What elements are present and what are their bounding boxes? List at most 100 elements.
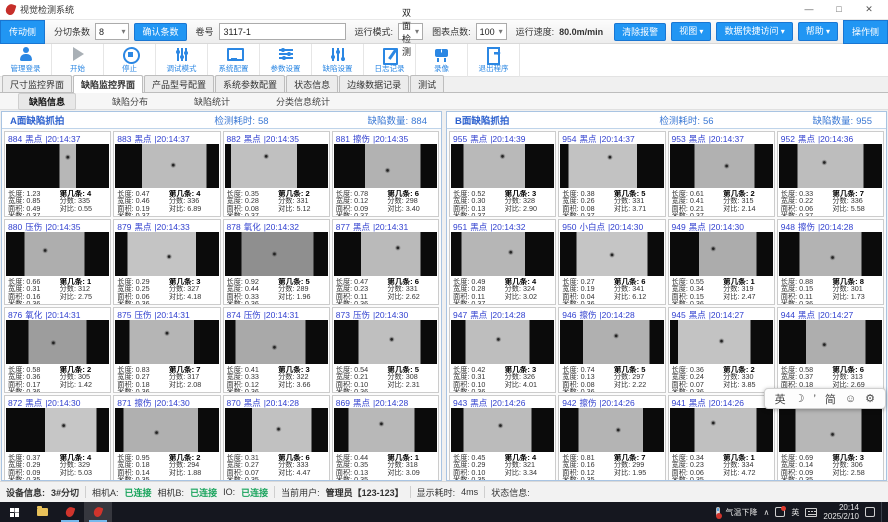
toolbar-button[interactable]: 系统配置 [208, 43, 260, 77]
defect-cell[interactable]: 882 黑点 |20:14:35 长度: 0.35 宽度: 0.28 面积: 0.0… [222, 131, 330, 217]
toolbar-button[interactable]: 停止 [104, 43, 156, 77]
defect-image[interactable] [333, 320, 437, 364]
ime-moon-icon[interactable]: ☽ [794, 393, 805, 405]
chart-points-select[interactable]: 100 [475, 23, 507, 40]
drive-side-button[interactable]: 传动侧 [0, 19, 46, 44]
defect-cell[interactable]: 884 黑点 |20:14:37 长度: 1.23 宽度: 0.85 面积: 0.4… [4, 131, 112, 217]
action-center-icon[interactable] [865, 507, 875, 517]
taskbar-clock[interactable]: 20:14 2025/2/10 [823, 503, 859, 521]
ime-simplified-toggle[interactable]: 简 [824, 393, 836, 406]
defect-cell[interactable]: 941 黑点 |20:14:26 长度: 0.34 宽度: 0.23 面积: 0.0… [667, 395, 775, 480]
defect-cell[interactable]: 947 黑点 |20:14:28 长度: 0.42 宽度: 0.31 面积: 0.1… [449, 307, 557, 393]
defect-cell[interactable]: 883 黑点 |20:14:37 长度: 0.47 宽度: 0.46 面积: 0.1… [113, 131, 221, 217]
defect-image[interactable] [6, 144, 110, 188]
defect-image[interactable] [560, 232, 664, 276]
defect-cell[interactable]: 954 黑点 |20:14:37 长度: 0.38 宽度: 0.26 面积: 0.0… [558, 131, 666, 217]
defect-image[interactable] [560, 320, 664, 364]
tab[interactable]: 缺陷监控界面 [73, 75, 144, 93]
defect-cell[interactable]: 871 擦伤 |20:14:30 长度: 0.95 宽度: 0.18 面积: 0.1… [113, 395, 221, 480]
clear-alarm-button[interactable]: 清除报警 [614, 22, 667, 41]
tray-expand-icon[interactable]: ∧ [763, 507, 770, 517]
defect-image[interactable] [778, 144, 882, 188]
defect-image[interactable] [560, 408, 664, 452]
tab[interactable]: 系统参数配置 [215, 75, 286, 92]
defect-cell[interactable]: 873 压伤 |20:14:30 长度: 0.54 宽度: 0.21 面积: 0.1… [331, 307, 439, 393]
tab[interactable]: 边缘数据记录 [339, 75, 410, 92]
operator-side-button[interactable]: 操作侧 [842, 19, 888, 44]
file-explorer-button[interactable] [28, 502, 56, 522]
defect-image[interactable] [778, 320, 882, 364]
view-menu-button[interactable]: 视图 [671, 22, 712, 41]
defect-cell[interactable]: 877 黑点 |20:14:31 长度: 0.47 宽度: 0.23 面积: 0.1… [331, 219, 439, 305]
tab[interactable]: 产品型号配置 [144, 75, 215, 92]
toolbar-button[interactable]: 退出程序 [468, 43, 520, 77]
defect-cell[interactable]: 950 小白点 |20:14:30 长度: 0.27 宽度: 0.19 面积: 0.… [558, 219, 666, 305]
minimize-button[interactable]: — [804, 4, 814, 14]
app-taskbar-item-active[interactable] [84, 502, 112, 522]
defect-cell[interactable]: 874 压伤 |20:14:31 长度: 0.41 宽度: 0.33 面积: 0.1… [222, 307, 330, 393]
start-button[interactable] [0, 502, 28, 522]
defect-image[interactable] [669, 320, 773, 364]
defect-image[interactable] [224, 320, 328, 364]
defect-image[interactable] [669, 144, 773, 188]
defect-cell[interactable]: 955 黑点 |20:14:39 长度: 0.52 宽度: 0.30 面积: 0.1… [449, 131, 557, 217]
sub-tab[interactable]: 缺陷分布 [112, 96, 149, 107]
toolbar-button[interactable]: 录像 [416, 43, 468, 77]
defect-cell[interactable]: 879 黑点 |20:14:33 长度: 0.29 宽度: 0.25 面积: 0.0… [113, 219, 221, 305]
defect-cell[interactable]: 869 黑点 |20:14:28 长度: 0.44 宽度: 0.35 面积: 0.1… [331, 395, 439, 480]
help-menu-button[interactable]: 帮助 [797, 22, 838, 41]
defect-image[interactable] [333, 408, 437, 452]
defect-cell[interactable]: 951 黑点 |20:14:32 长度: 0.49 宽度: 0.28 面积: 0.1… [449, 219, 557, 305]
defect-image[interactable] [6, 320, 110, 364]
sub-tab[interactable]: 缺陷信息 [18, 92, 77, 110]
defect-cell[interactable]: 943 黑点 |20:14:26 长度: 0.45 宽度: 0.29 面积: 0.1… [449, 395, 557, 480]
defect-image[interactable] [333, 144, 437, 188]
maximize-button[interactable]: □ [836, 4, 842, 14]
slit-count-select[interactable]: 8 [95, 23, 130, 40]
run-mode-select[interactable]: 双面检测 [398, 8, 424, 57]
defect-image[interactable] [115, 232, 219, 276]
defect-cell[interactable]: 872 黑点 |20:14:30 长度: 0.37 宽度: 0.29 面积: 0.0… [4, 395, 112, 480]
defect-cell[interactable]: 944 黑点 |20:14:27 长度: 0.58 宽度: 0.37 面积: 0.1… [776, 307, 884, 393]
tab[interactable]: 测试 [410, 75, 445, 92]
defect-image[interactable] [6, 232, 110, 276]
defect-image[interactable] [451, 408, 555, 452]
data-quick-access-button[interactable]: 数据快捷访问 [716, 22, 793, 41]
defect-image[interactable] [333, 232, 437, 276]
weather-text[interactable]: 气温下降 [725, 507, 758, 517]
ime-punctuation-toggle[interactable]: ’ [813, 392, 816, 405]
defect-cell[interactable]: 875 压伤 |20:14:31 长度: 0.83 宽度: 0.27 面积: 0.1… [113, 307, 221, 393]
defect-cell[interactable]: 945 黑点 |20:14:27 长度: 0.36 宽度: 0.24 面积: 0.0… [667, 307, 775, 393]
defect-image[interactable] [669, 408, 773, 452]
sub-tab[interactable]: 分类信息统计 [276, 96, 331, 107]
defect-cell[interactable]: 948 擦伤 |20:14:28 长度: 0.88 宽度: 0.15 面积: 0.1… [776, 219, 884, 305]
confirm-count-button[interactable]: 确认条数 [134, 22, 187, 41]
defect-cell[interactable]: 952 黑点 |20:14:36 长度: 0.33 宽度: 0.22 面积: 0.0… [776, 131, 884, 217]
defect-cell[interactable]: 878 氧化 |20:14:32 长度: 0.92 宽度: 0.44 面积: 0.3… [222, 219, 330, 305]
sub-tab[interactable]: 缺陷统计 [194, 96, 231, 107]
notification-tray-icon[interactable] [775, 506, 787, 517]
defect-image[interactable] [6, 408, 110, 452]
defect-cell[interactable]: 949 黑点 |20:14:30 长度: 0.55 宽度: 0.34 面积: 0.1… [667, 219, 775, 305]
keyboard-icon[interactable] [805, 507, 818, 517]
defect-image[interactable] [451, 320, 555, 364]
tab[interactable]: 状态信息 [286, 75, 339, 92]
defect-image[interactable] [451, 144, 555, 188]
toolbar-button[interactable]: 缺陷设置 [312, 43, 364, 77]
defect-image[interactable] [669, 232, 773, 276]
ime-settings-gear-icon[interactable]: ⚙ [865, 393, 875, 405]
toolbar-button[interactable]: 管理登录 [0, 43, 52, 77]
defect-cell[interactable]: 876 氧化 |20:14:31 长度: 0.58 宽度: 0.36 面积: 0.1… [4, 307, 112, 393]
ime-emoji-icon[interactable]: ☺ [844, 392, 857, 405]
defect-cell[interactable]: 880 压伤 |20:14:35 长度: 0.66 宽度: 0.31 面积: 0.1… [4, 219, 112, 305]
defect-image[interactable] [224, 232, 328, 276]
toolbar-button[interactable]: 参数设置 [260, 43, 312, 77]
defect-image[interactable] [778, 408, 882, 452]
defect-image[interactable] [224, 144, 328, 188]
toolbar-button[interactable]: 开始 [52, 43, 104, 77]
defect-cell[interactable]: 946 擦伤 |20:14:28 长度: 0.74 宽度: 0.13 面积: 0.0… [558, 307, 666, 393]
close-button[interactable]: ✕ [865, 4, 873, 14]
tab[interactable]: 尺寸监控界面 [2, 75, 73, 92]
defect-image[interactable] [115, 320, 219, 364]
defect-image[interactable] [115, 408, 219, 452]
